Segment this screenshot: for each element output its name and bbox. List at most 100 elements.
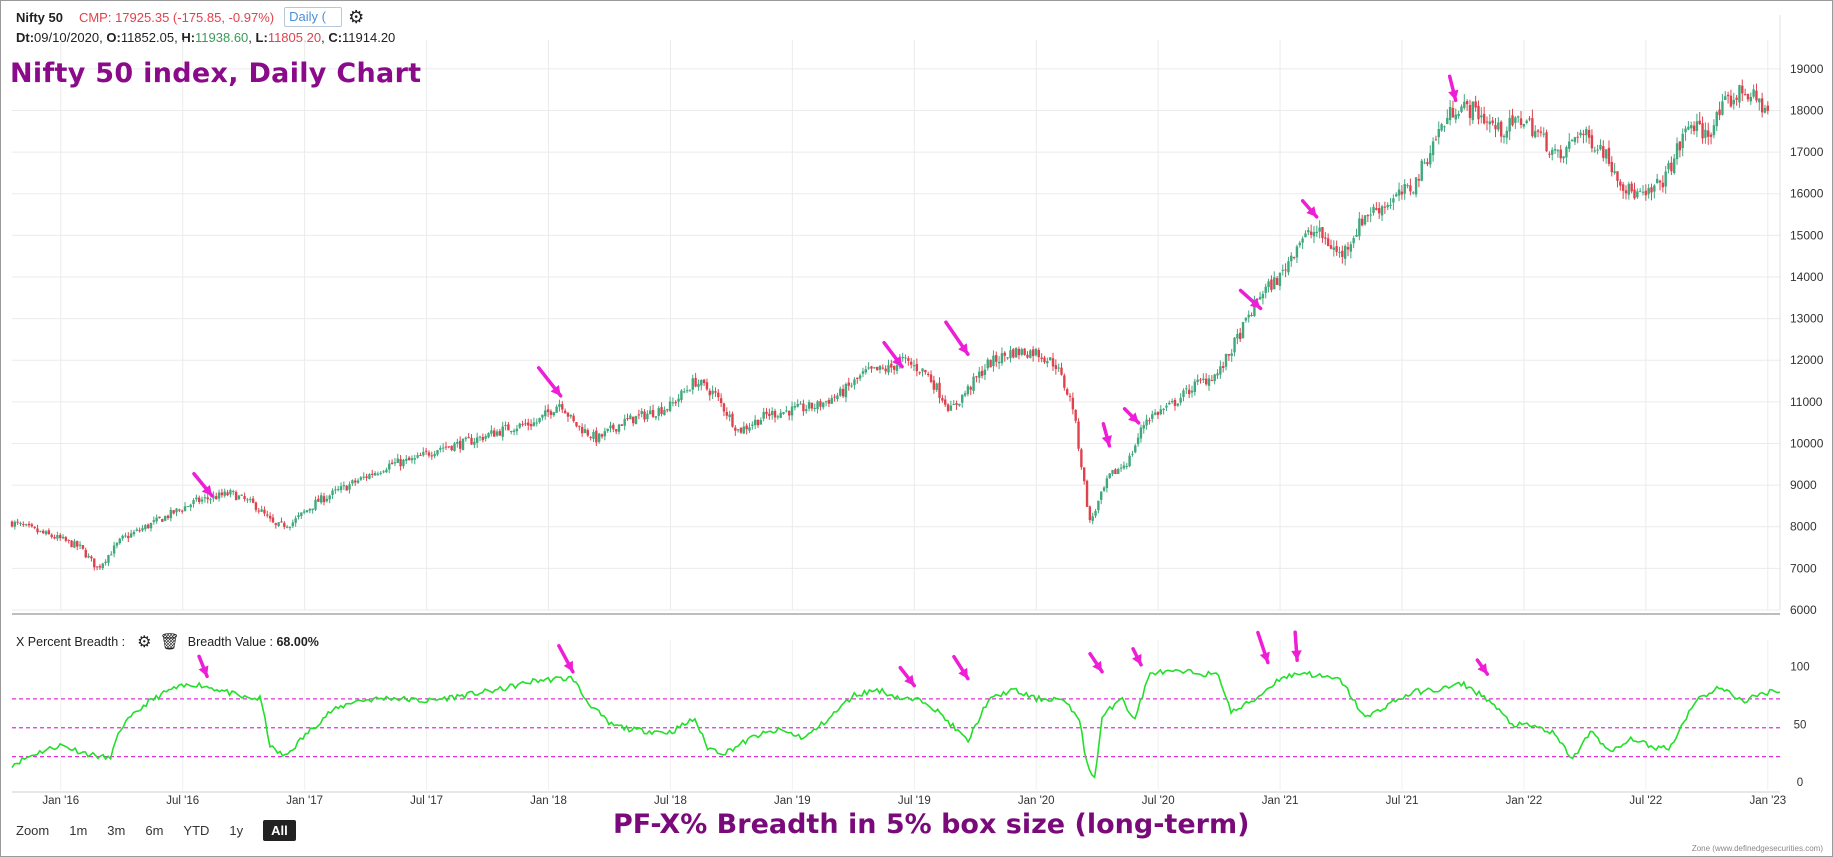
zoom-all[interactable]: All — [263, 820, 296, 841]
candle-body — [1332, 247, 1336, 250]
candle-body — [382, 471, 385, 473]
candle-body — [1565, 147, 1568, 158]
candle-body — [1610, 162, 1613, 173]
trash-icon[interactable]: 🗑 — [159, 634, 180, 651]
candle-body — [1040, 357, 1043, 359]
arrow-head — [550, 385, 561, 396]
zoom-1y[interactable]: 1y — [229, 823, 244, 838]
x-tick-label: Jan '16 — [42, 795, 79, 807]
candle-body — [1613, 171, 1616, 173]
candle-body — [572, 415, 575, 422]
candle-body — [1389, 204, 1392, 206]
candle-body — [495, 431, 499, 436]
candle-body — [351, 480, 354, 484]
candle-body — [847, 382, 850, 386]
candle-body — [234, 492, 238, 501]
candle-body — [779, 412, 782, 418]
candle-body — [649, 410, 652, 415]
candle-body — [788, 410, 791, 416]
candle-body — [129, 533, 133, 538]
candle-body — [683, 391, 686, 393]
breadth-chart-title: PF-X% Breadth in 5% box size (long-term) — [613, 809, 1250, 840]
candle-body — [790, 406, 794, 416]
candle-body — [1244, 317, 1248, 321]
arrow-head — [1448, 89, 1459, 101]
candle-body — [1414, 177, 1418, 195]
breadth-arrow-icon — [557, 644, 575, 674]
candle-body — [1012, 349, 1015, 358]
candle-body — [569, 415, 572, 417]
zoom-ytd[interactable]: YTD — [183, 823, 210, 838]
candle-body — [946, 404, 950, 411]
candle-body — [1553, 149, 1557, 151]
candle-body — [87, 555, 90, 558]
gear-icon[interactable]: ⚙ — [348, 7, 365, 27]
candle-body — [302, 511, 306, 513]
price-tick-label: 13000 — [1790, 312, 1824, 326]
candle-body — [1426, 162, 1429, 165]
breadth-arrow-icon — [898, 665, 917, 688]
candle-body — [56, 535, 59, 539]
candle-body — [1655, 178, 1659, 184]
candle-body — [705, 382, 709, 390]
candle-body — [402, 459, 405, 467]
candle-body — [694, 377, 697, 387]
candle-body — [629, 415, 632, 420]
candle-body — [1684, 128, 1687, 133]
candle-body — [1763, 107, 1767, 113]
candle-body — [1667, 163, 1670, 170]
candle-body — [1593, 150, 1596, 152]
candle-body — [339, 486, 343, 491]
candle-body — [932, 380, 936, 390]
candle-body — [702, 379, 706, 384]
candle-body — [926, 373, 930, 375]
candle-body — [180, 510, 184, 512]
candle-body — [878, 365, 882, 370]
zoom-3m[interactable]: 3m — [107, 823, 126, 838]
candle-body — [912, 365, 916, 367]
candle-body — [44, 531, 48, 535]
candle-body — [1003, 352, 1006, 356]
candle-body — [27, 523, 31, 526]
candle-body — [163, 516, 167, 521]
candle-body — [1497, 122, 1500, 130]
candle-body — [67, 539, 70, 541]
candle-body — [745, 425, 748, 430]
settings-icon[interactable]: ⚙ — [137, 634, 152, 651]
candle-body — [592, 431, 595, 439]
candle-body — [368, 474, 371, 479]
candle-body — [1267, 281, 1270, 288]
breadth-tick-label: 100 — [1790, 662, 1809, 674]
candle-body — [158, 516, 161, 519]
candle-body — [1403, 184, 1406, 194]
candle-body — [410, 458, 414, 461]
candle-body — [1026, 354, 1029, 358]
candle-body — [1046, 361, 1049, 364]
candle-body — [734, 427, 737, 431]
candle-body — [504, 424, 507, 427]
candle-body — [1746, 93, 1750, 100]
candle-body — [1732, 99, 1735, 105]
candle-body — [212, 495, 215, 499]
zoom-6m[interactable]: 6m — [145, 823, 164, 838]
candle-body — [1258, 296, 1262, 300]
candle-body — [1284, 269, 1287, 271]
timeframe-select[interactable]: Daily ( — [284, 7, 343, 27]
arrow-head — [563, 660, 573, 672]
candle-body — [1224, 353, 1228, 367]
candle-body — [1383, 206, 1387, 208]
candle-body — [1207, 378, 1211, 386]
candle-body — [1579, 132, 1582, 136]
zoom-1m[interactable]: 1m — [69, 823, 88, 838]
candle-body — [510, 430, 513, 432]
candle-body — [249, 499, 252, 501]
candle-body — [481, 436, 485, 441]
symbol-name[interactable]: Nifty 50 — [16, 9, 63, 25]
candle-body — [1071, 397, 1075, 410]
candle-body — [980, 370, 984, 376]
candle-body — [1619, 181, 1622, 186]
candle-body — [884, 368, 887, 372]
candle-body — [1196, 379, 1199, 383]
candle-body — [1760, 98, 1764, 113]
